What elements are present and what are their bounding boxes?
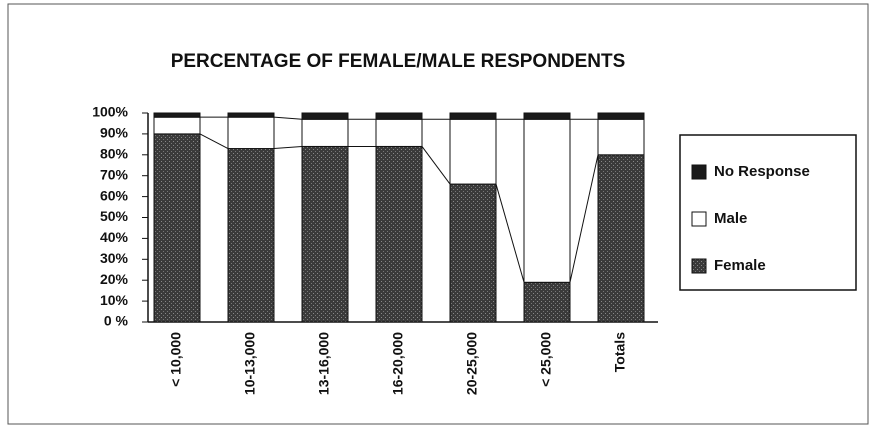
- x-tick-label: < 10,000: [168, 332, 184, 387]
- x-tick-label: 16-20,000: [390, 332, 406, 395]
- bar-segment: [227, 116, 275, 150]
- legend-swatch: [691, 258, 707, 274]
- bar-segment: [301, 112, 349, 120]
- bar-segment: [375, 145, 423, 323]
- y-tick-label: 90%: [100, 125, 129, 141]
- series-line: [569, 154, 599, 283]
- legend-swatch: [691, 164, 707, 180]
- y-tick-label: 0 %: [104, 313, 129, 329]
- legend-box: [679, 134, 857, 291]
- bar-segment: [227, 112, 275, 118]
- y-tick-label: 30%: [100, 250, 129, 266]
- legend-swatch: [691, 211, 707, 227]
- y-tick-label: 50%: [100, 208, 129, 224]
- frame: [7, 3, 869, 425]
- bar-segment: [153, 112, 201, 118]
- bar-segment: [597, 112, 645, 120]
- x-tick-label: 20-25,000: [464, 332, 480, 395]
- x-tick-label: Totals: [612, 332, 628, 372]
- bar-segment: [301, 118, 349, 147]
- y-tick-label: 40%: [100, 229, 129, 245]
- bar-segment: [375, 118, 423, 147]
- bar-segment: [449, 183, 497, 323]
- legend-label: Male: [714, 210, 747, 227]
- bar-segment: [375, 112, 423, 120]
- y-tick-label: 100%: [92, 104, 128, 120]
- bar-segment: [523, 112, 571, 120]
- series-line: [273, 145, 303, 150]
- bar-segment: [523, 118, 571, 283]
- y-tick-label: 60%: [100, 187, 129, 203]
- chart-title: PERCENTAGE OF FEMALE/MALE RESPONDENTS: [171, 51, 626, 72]
- bar-segment: [449, 112, 497, 120]
- bar-segment: [597, 154, 645, 323]
- bar-segment: [449, 118, 497, 185]
- x-tick-label: < 25,000: [538, 332, 554, 387]
- y-tick-label: 80%: [100, 146, 129, 162]
- x-tick-label: 10-13,000: [242, 332, 258, 395]
- bar-segment: [227, 148, 275, 323]
- y-tick-label: 20%: [100, 271, 129, 287]
- series-line: [273, 116, 303, 120]
- bar-segment: [523, 281, 571, 323]
- bar-segment: [153, 116, 201, 135]
- y-tick-label: 10%: [100, 292, 129, 308]
- legend-label: No Response: [714, 163, 810, 180]
- y-tick-label: 70%: [100, 166, 129, 182]
- series-line: [421, 146, 451, 185]
- x-tick-label: 13-16,000: [316, 332, 332, 395]
- bar-segment: [301, 145, 349, 323]
- bar-segment: [597, 118, 645, 156]
- bar-segment: [153, 133, 201, 323]
- legend-label: Female: [714, 257, 766, 274]
- series-line: [199, 133, 229, 149]
- series-line: [495, 183, 525, 283]
